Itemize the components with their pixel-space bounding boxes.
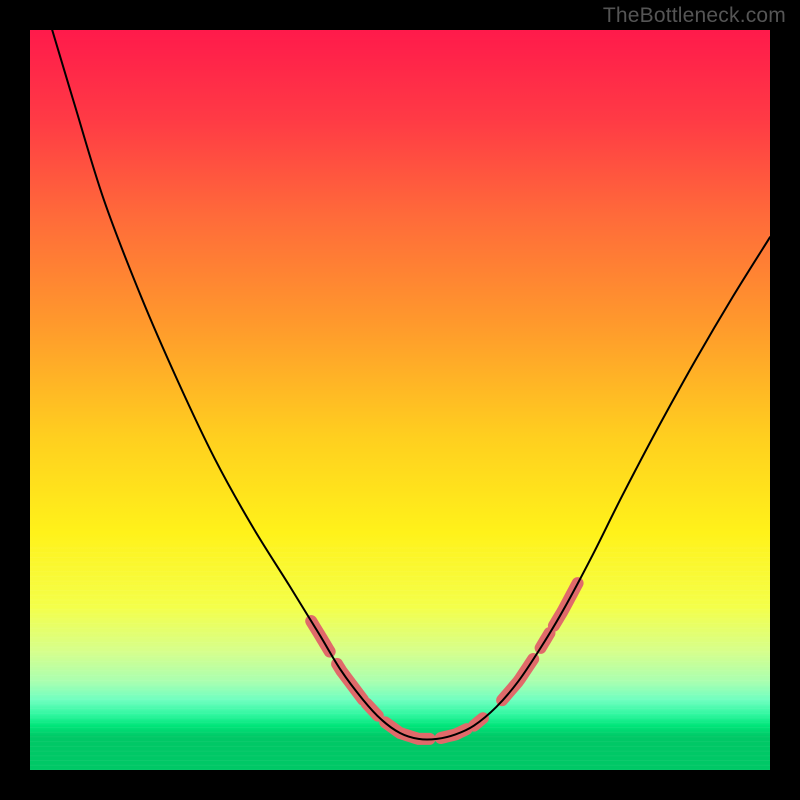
gradient-background (30, 30, 770, 770)
chart-frame (30, 30, 770, 770)
watermark-text: TheBottleneck.com (603, 4, 786, 28)
plot-svg (30, 30, 770, 770)
plot-area (30, 30, 770, 770)
